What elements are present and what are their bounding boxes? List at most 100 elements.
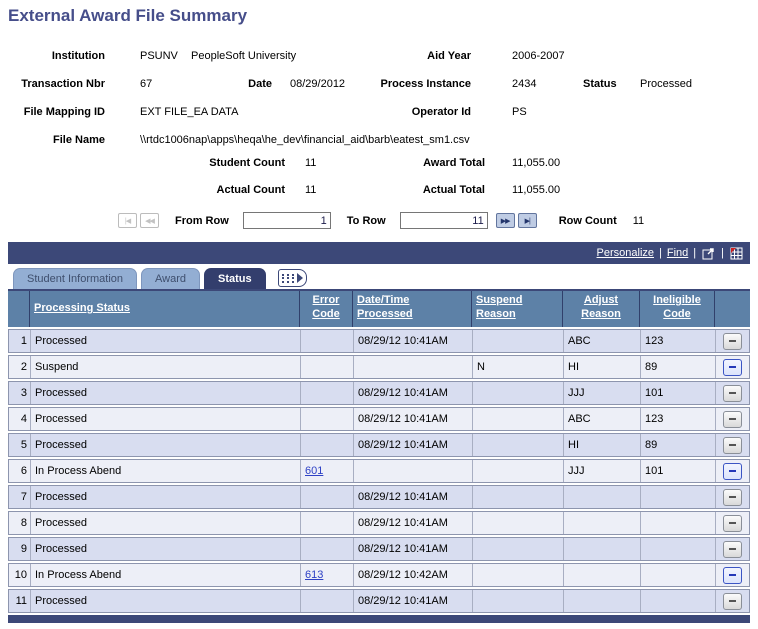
- cell-adjust-reason: [564, 486, 641, 508]
- file-name-value: \\rtdc1006nap\apps\heqa\he_dev\financial…: [140, 134, 470, 146]
- column-header-date-time-processed[interactable]: Date/Time Processed: [353, 291, 472, 327]
- minus-icon: [729, 470, 736, 472]
- cell-row-action: [716, 538, 749, 560]
- status-grid: Personalize | Find | | Student Informati…: [8, 242, 750, 623]
- actual-total-label: Actual Total: [422, 184, 485, 196]
- tab-status[interactable]: Status: [204, 268, 266, 289]
- row-number: 2: [9, 356, 31, 378]
- column-header-ineligible-code[interactable]: Ineligible Code: [640, 291, 715, 327]
- cell-adjust-reason: [564, 538, 641, 560]
- grid-toolbar: Personalize | Find | |: [8, 242, 750, 264]
- delete-row-button[interactable]: [723, 332, 742, 350]
- grid-rows: 1 Processed 08/29/12 10:41AM ABC 123 2 Suspend…: [8, 329, 750, 613]
- cell-ineligible-code: 89: [641, 434, 716, 456]
- cell-adjust-reason: HI: [564, 434, 641, 456]
- cell-row-action: [716, 590, 749, 612]
- cell-adjust-reason: JJJ: [564, 460, 641, 482]
- cell-error-code: [301, 590, 354, 612]
- table-row: 6 In Process Abend 601 JJJ 101: [8, 459, 750, 483]
- delete-row-button[interactable]: [723, 514, 742, 532]
- minus-icon: [729, 600, 736, 602]
- delete-row-button[interactable]: [723, 488, 742, 506]
- find-link[interactable]: Find: [666, 247, 689, 259]
- status-label: Status: [583, 78, 617, 90]
- error-code-link[interactable]: 613: [305, 569, 324, 581]
- table-row: 9 Processed 08/29/12 10:41AM: [8, 537, 750, 561]
- cell-ineligible-code: [641, 564, 716, 586]
- minus-icon: [729, 548, 736, 550]
- cell-suspend-reason: N: [473, 356, 564, 378]
- tab-student-information[interactable]: Student Information: [13, 268, 138, 289]
- table-row: 8 Processed 08/29/12 10:41AM: [8, 511, 750, 535]
- column-header-adjust-reason[interactable]: Adjust Reason: [563, 291, 640, 327]
- row-count-value: 11: [632, 214, 645, 227]
- cell-suspend-reason: [473, 486, 564, 508]
- grid-bottom-bar: [8, 615, 750, 623]
- cell-ineligible-code: [641, 590, 716, 612]
- last-page-icon[interactable]: ▶|: [517, 213, 537, 228]
- minus-icon: [729, 340, 736, 342]
- table-row: 11 Processed 08/29/12 10:41AM: [8, 589, 750, 613]
- pagination-bar: |◀ ◀◀ From Row To Row ▶▶ ▶| Row Count 11: [118, 212, 644, 229]
- cell-processing-status: Processed: [31, 434, 301, 456]
- delete-row-button[interactable]: [723, 410, 742, 428]
- actual-total-value: 11,055.00: [512, 184, 561, 196]
- cell-ineligible-code: [641, 538, 716, 560]
- delete-row-button[interactable]: [723, 540, 742, 558]
- cell-error-code: [301, 382, 354, 404]
- show-all-columns-icon[interactable]: [277, 269, 307, 287]
- previous-page-icon: ◀◀: [140, 213, 159, 228]
- delete-row-button[interactable]: [723, 436, 742, 454]
- table-row: 5 Processed 08/29/12 10:41AM HI 89: [8, 433, 750, 457]
- cell-processing-status: Processed: [31, 408, 301, 430]
- to-row-input[interactable]: [399, 212, 488, 229]
- student-count-value: 11: [305, 157, 317, 169]
- cell-suspend-reason: [473, 512, 564, 534]
- column-header-error-code[interactable]: Error Code: [300, 291, 353, 327]
- cell-adjust-reason: JJJ: [564, 382, 641, 404]
- date-value: 08/29/2012: [290, 78, 346, 90]
- personalize-link[interactable]: Personalize: [596, 247, 655, 259]
- from-row-input[interactable]: [242, 212, 331, 229]
- column-header-suspend-reason[interactable]: Suspend Reason: [472, 291, 563, 327]
- delete-row-button[interactable]: [723, 592, 742, 610]
- table-row: 7 Processed 08/29/12 10:41AM: [8, 485, 750, 509]
- delete-row-button[interactable]: [723, 462, 742, 480]
- cell-adjust-reason: HI: [564, 356, 641, 378]
- cell-row-action: [716, 434, 749, 456]
- cell-processing-status: Suspend: [31, 356, 301, 378]
- cell-suspend-reason: [473, 538, 564, 560]
- tab-award[interactable]: Award: [141, 268, 200, 289]
- cell-error-code: [301, 330, 354, 352]
- cell-adjust-reason: [564, 590, 641, 612]
- column-header-processing-status[interactable]: Processing Status: [30, 291, 300, 327]
- cell-date-time-processed: 08/29/12 10:41AM: [354, 434, 473, 456]
- student-count-label: Student Count: [209, 157, 285, 169]
- grid-tab-strip: Student Information Award Status: [8, 264, 750, 291]
- row-number: 5: [9, 434, 31, 456]
- from-row-label: From Row: [175, 214, 229, 227]
- delete-row-button[interactable]: [723, 566, 742, 584]
- cell-suspend-reason: [473, 460, 564, 482]
- cell-processing-status: Processed: [31, 512, 301, 534]
- download-grid-icon[interactable]: [729, 247, 744, 260]
- file-mapping-id-label: File Mapping ID: [23, 106, 105, 118]
- cell-row-action: [716, 486, 749, 508]
- cell-error-code: 601: [301, 460, 354, 482]
- next-page-icon[interactable]: ▶▶: [495, 213, 515, 228]
- delete-row-button[interactable]: [723, 358, 742, 376]
- open-in-new-window-icon[interactable]: [701, 247, 716, 260]
- cell-error-code: 613: [301, 564, 354, 586]
- cell-error-code: [301, 538, 354, 560]
- grid-column-headers: Processing Status Error Code Date/Time P…: [8, 291, 750, 327]
- delete-row-button[interactable]: [723, 384, 742, 402]
- row-number-column-header: [8, 291, 30, 327]
- error-code-link[interactable]: 601: [305, 465, 324, 477]
- status-value: Processed: [640, 78, 692, 90]
- cell-suspend-reason: [473, 330, 564, 352]
- cell-ineligible-code: 101: [641, 460, 716, 482]
- cell-date-time-processed: 08/29/12 10:41AM: [354, 538, 473, 560]
- cell-date-time-processed: 08/29/12 10:41AM: [354, 512, 473, 534]
- cell-row-action: [716, 382, 749, 404]
- cell-row-action: [716, 356, 749, 378]
